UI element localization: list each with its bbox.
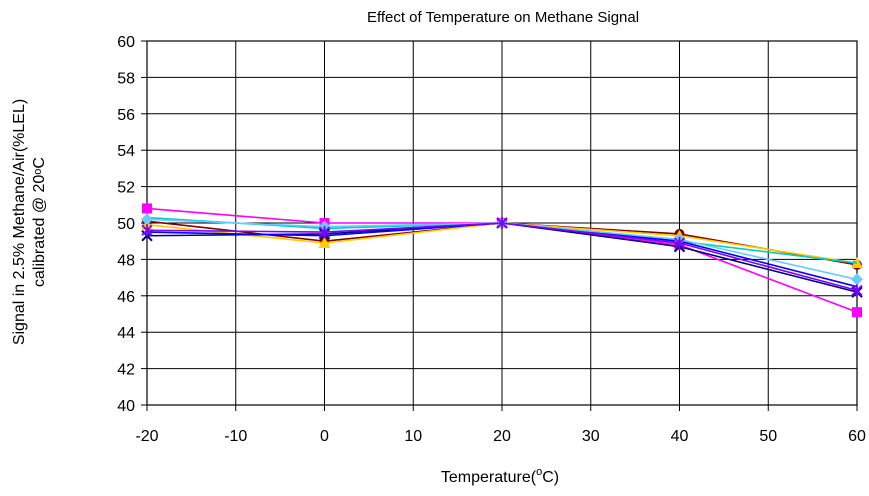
y-tick-label: 58	[117, 70, 135, 87]
y-tick-label: 56	[117, 107, 135, 124]
y-axis-label-line2: calibrated @ 20oC	[31, 157, 48, 287]
y-tick-label: 54	[117, 143, 135, 160]
data-point	[318, 226, 331, 239]
x-tick-label: -20	[135, 428, 158, 445]
x-tick-label: 0	[320, 428, 329, 445]
x-tick-label: 40	[671, 428, 689, 445]
series-8	[141, 217, 863, 297]
y-axis-label-line2-end: C	[31, 157, 48, 169]
y-tick-label: 60	[117, 34, 135, 51]
data-point	[141, 224, 153, 237]
data-point	[496, 217, 508, 229]
x-axis-label-end: C)	[542, 469, 559, 486]
x-tick-label: -10	[224, 428, 247, 445]
y-tick-label: 52	[117, 180, 135, 197]
x-tick-label: 50	[759, 428, 777, 445]
x-axis-label: Temperature(oC)	[441, 466, 559, 486]
x-tick-label: 30	[582, 428, 600, 445]
x-axis-label-degree: o	[536, 466, 542, 478]
data-point	[673, 237, 686, 250]
y-axis-label-line2-degree: o	[32, 169, 44, 175]
y-tick-label: 42	[117, 362, 135, 379]
y-tick-label: 46	[117, 289, 135, 306]
data-point	[318, 237, 331, 249]
data-point	[851, 273, 863, 286]
series-layer	[141, 203, 863, 318]
x-tick-label: 60	[848, 428, 866, 445]
y-tick-label: 44	[117, 325, 135, 342]
y-tick-label: 48	[117, 252, 135, 269]
y-tick-label: 40	[117, 398, 135, 415]
y-tick-label: 50	[117, 216, 135, 233]
data-point	[852, 307, 862, 318]
x-tick-label: 10	[404, 428, 422, 445]
y-tick-labels: 40 42 44 46 48 50 52 54 56 58 60	[117, 34, 147, 415]
x-tick-label: 20	[493, 428, 511, 445]
data-point	[141, 213, 153, 226]
x-tick-labels: -20 -10 0 10 20 30 40 50 60	[135, 405, 866, 445]
y-axis-label-line1: Signal in 2.5% Methane/Air(%LEL)	[11, 99, 28, 345]
data-point	[142, 203, 152, 214]
x-axis-label-main: Temperature(	[441, 469, 537, 486]
chart-title: Effect of Temperature on Methane Signal	[367, 9, 639, 26]
y-axis-label-line2-main: calibrated @ 20	[31, 175, 48, 287]
data-point	[851, 284, 863, 297]
